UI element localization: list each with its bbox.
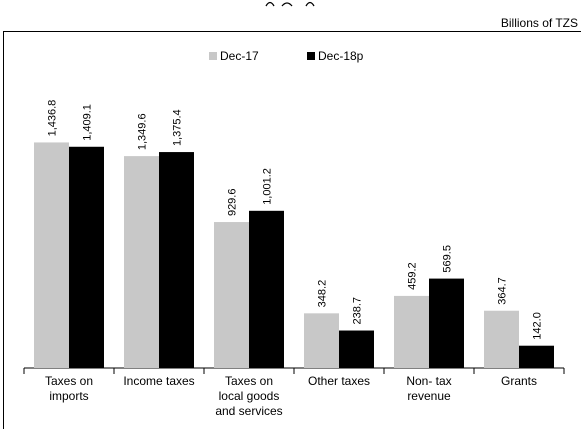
legend-swatch-dec-18p bbox=[307, 52, 315, 60]
data-label: 1,436.8 bbox=[47, 100, 59, 137]
legend-label: Dec-17 bbox=[220, 49, 259, 63]
data-label: 348.2 bbox=[317, 280, 329, 308]
category-label: Taxes on bbox=[45, 374, 93, 388]
bar-dec-17 bbox=[304, 313, 339, 368]
bar-dec-18p bbox=[339, 330, 374, 368]
bar-dec-18p bbox=[249, 210, 284, 368]
data-label: 1,001.2 bbox=[262, 168, 274, 205]
legend-swatch-dec-17 bbox=[209, 52, 217, 60]
data-label: 569.5 bbox=[442, 245, 454, 273]
bar-dec-17 bbox=[394, 295, 429, 368]
data-label: 1,349.6 bbox=[137, 113, 149, 150]
data-label: 238.7 bbox=[352, 297, 364, 325]
data-label: 364.7 bbox=[497, 277, 509, 305]
bar-dec-18p bbox=[69, 146, 104, 368]
category-label: imports bbox=[49, 389, 88, 403]
legend-label: Dec-18p bbox=[318, 49, 364, 63]
data-label: 929.6 bbox=[227, 189, 239, 217]
data-label: 1,409.1 bbox=[82, 104, 94, 141]
plot-frame bbox=[3, 31, 581, 429]
data-label: 459.2 bbox=[407, 262, 419, 290]
bar-dec-17 bbox=[34, 142, 69, 368]
category-label: revenue bbox=[407, 389, 451, 403]
data-label: 142.0 bbox=[532, 312, 544, 340]
category-label: Income taxes bbox=[123, 374, 194, 388]
bar-dec-18p bbox=[429, 278, 464, 368]
bar-dec-17 bbox=[124, 156, 159, 368]
category-label: Taxes on bbox=[225, 374, 273, 388]
bar-dec-17 bbox=[484, 310, 519, 368]
title-clipped-fragment bbox=[262, 0, 322, 7]
bar-dec-18p bbox=[519, 345, 554, 368]
category-label: Grants bbox=[501, 374, 537, 388]
category-label: local goods bbox=[219, 389, 280, 403]
bar-dec-17 bbox=[214, 222, 249, 368]
category-label: Other taxes bbox=[308, 374, 370, 388]
data-label: 1,375.4 bbox=[172, 109, 184, 146]
bar-dec-18p bbox=[159, 152, 194, 368]
category-label: Non- tax bbox=[406, 374, 451, 388]
unit-label: Billions of TZS bbox=[500, 16, 578, 30]
category-label: and services bbox=[215, 404, 282, 418]
